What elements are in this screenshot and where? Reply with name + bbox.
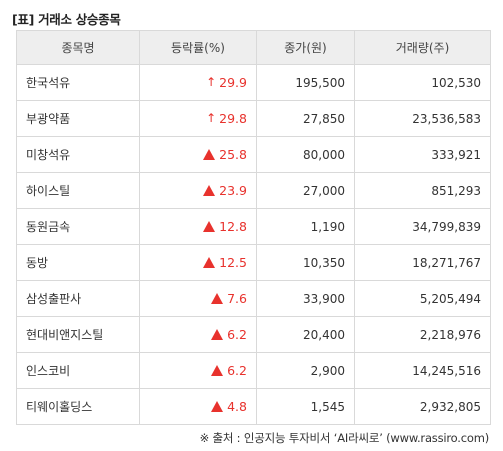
column-header-name: 종목명 (16, 30, 140, 65)
change-rate-cell: 6.2 (139, 316, 257, 353)
table-row: 티웨이홀딩스 4.8 1,545 2,932,805 (16, 388, 491, 425)
change-rate: 12.8 (219, 219, 247, 234)
triangle-up-icon (211, 401, 224, 412)
arrow-up-icon: ↑ (206, 111, 217, 125)
column-header-volume: 거래량(주) (354, 30, 491, 65)
table-row: 부광약품 ↑ 29.8 27,850 23,536,583 (16, 100, 491, 137)
stock-name: 동방 (16, 244, 140, 281)
change-rate-cell: ↑ 29.9 (139, 64, 257, 101)
trading-volume: 333,921 (354, 136, 491, 173)
change-rate-cell: 12.5 (139, 244, 257, 281)
trading-volume: 2,218,976 (354, 316, 491, 353)
table-row: 현대비앤지스틸 6.2 20,400 2,218,976 (16, 316, 491, 353)
change-rate-cell: 7.6 (139, 280, 257, 317)
change-rate: 6.2 (227, 363, 247, 378)
table-header-row: 종목명 등락률(%) 종가(원) 거래량(주) (16, 30, 491, 65)
column-header-rate: 등락률(%) (139, 30, 257, 65)
table-row: 동방 12.5 10,350 18,271,767 (16, 244, 491, 281)
table-row: 한국석유 ↑ 29.9 195,500 102,530 (16, 64, 491, 101)
change-rate: 12.5 (219, 255, 247, 270)
trading-volume: 14,245,516 (354, 352, 491, 389)
closing-price: 27,850 (256, 100, 355, 137)
triangle-up-icon (203, 185, 216, 196)
closing-price: 1,190 (256, 208, 355, 245)
table-row: 동원금속 12.8 1,190 34,799,839 (16, 208, 491, 245)
change-rate: 23.9 (219, 183, 247, 198)
change-rate-cell: 4.8 (139, 388, 257, 425)
closing-price: 195,500 (256, 64, 355, 101)
triangle-up-icon (211, 365, 224, 376)
triangle-up-icon (203, 221, 216, 232)
closing-price: 20,400 (256, 316, 355, 353)
change-rate: 7.6 (227, 291, 247, 306)
change-rate-cell: 12.8 (139, 208, 257, 245)
change-rate: 25.8 (219, 147, 247, 162)
triangle-up-icon (203, 149, 216, 160)
triangle-up-icon (211, 293, 224, 304)
table-row: 하이스틸 23.9 27,000 851,293 (16, 172, 491, 209)
table-row: 미창석유 25.8 80,000 333,921 (16, 136, 491, 173)
trading-volume: 5,205,494 (354, 280, 491, 317)
page-title: [표] 거래소 상승종목 (12, 12, 121, 27)
stock-table: 종목명 등락률(%) 종가(원) 거래량(주) 한국석유 ↑ 29.9 195,5… (16, 30, 491, 425)
stock-name: 미창석유 (16, 136, 140, 173)
closing-price: 1,545 (256, 388, 355, 425)
closing-price: 2,900 (256, 352, 355, 389)
stock-name: 인스코비 (16, 352, 140, 389)
change-rate-cell: 25.8 (139, 136, 257, 173)
stock-name: 삼성출판사 (16, 280, 140, 317)
trading-volume: 851,293 (354, 172, 491, 209)
change-rate: 6.2 (227, 327, 247, 342)
stock-name: 하이스틸 (16, 172, 140, 209)
change-rate-cell: ↑ 29.8 (139, 100, 257, 137)
arrow-up-icon: ↑ (206, 75, 217, 89)
stock-name: 부광약품 (16, 100, 140, 137)
table-row: 삼성출판사 7.6 33,900 5,205,494 (16, 280, 491, 317)
closing-price: 33,900 (256, 280, 355, 317)
change-rate: 4.8 (227, 399, 247, 414)
triangle-up-icon (203, 257, 216, 268)
stock-name: 한국석유 (16, 64, 140, 101)
stock-name: 현대비앤지스틸 (16, 316, 140, 353)
source-note: ※ 출처 : 인공지능 투자비서 ‘AI라씨로’ (www.rassiro.co… (199, 431, 490, 445)
trading-volume: 18,271,767 (354, 244, 491, 281)
stock-name: 동원금속 (16, 208, 140, 245)
closing-price: 10,350 (256, 244, 355, 281)
change-rate-cell: 23.9 (139, 172, 257, 209)
triangle-up-icon (211, 329, 224, 340)
change-rate-cell: 6.2 (139, 352, 257, 389)
trading-volume: 2,932,805 (354, 388, 491, 425)
change-rate: 29.8 (219, 111, 247, 126)
trading-volume: 23,536,583 (354, 100, 491, 137)
trading-volume: 102,530 (354, 64, 491, 101)
stock-name: 티웨이홀딩스 (16, 388, 140, 425)
trading-volume: 34,799,839 (354, 208, 491, 245)
table-row: 인스코비 6.2 2,900 14,245,516 (16, 352, 491, 389)
closing-price: 80,000 (256, 136, 355, 173)
closing-price: 27,000 (256, 172, 355, 209)
change-rate: 29.9 (219, 75, 247, 90)
column-header-price: 종가(원) (256, 30, 355, 65)
